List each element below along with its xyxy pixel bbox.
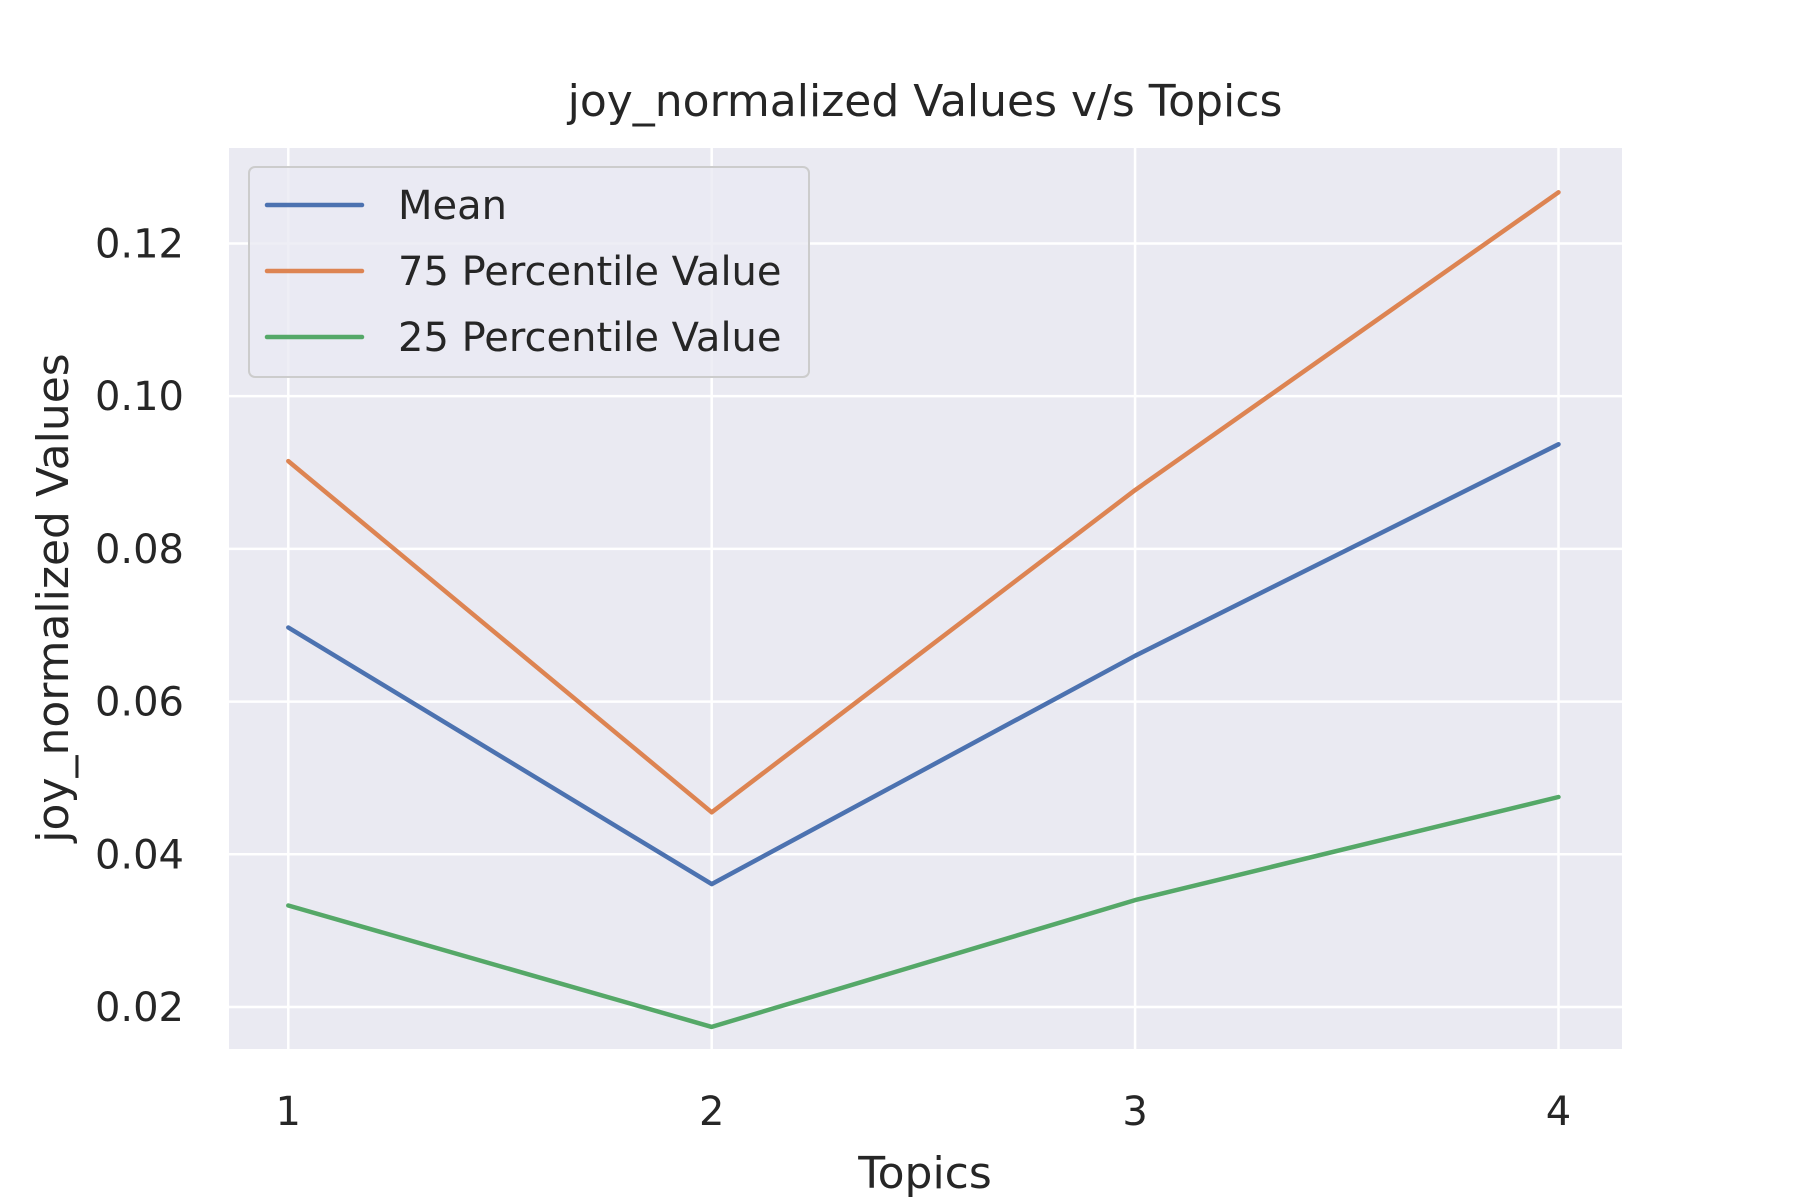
legend-label-75-percentile-value: 75 Percentile Value	[398, 249, 782, 295]
series-line-25-percentile-value	[286, 794, 1561, 1030]
series-line-mean	[286, 442, 1561, 887]
legend-box	[248, 166, 810, 378]
y-tick-label: 0.04	[95, 832, 184, 878]
x-tick-label: 3	[1122, 1089, 1147, 1135]
x-tick-labels: 1 2 3 4	[276, 1089, 1572, 1135]
y-tick-labels: 0.02 0.04 0.06 0.08 0.10 0.12	[95, 221, 184, 1031]
y-tick-label: 0.06	[95, 680, 184, 726]
y-tick-label: 0.12	[95, 221, 184, 267]
y-tick-label: 0.08	[95, 527, 184, 573]
y-axis-title: joy_normalized Values	[28, 353, 79, 843]
x-tick-label: 2	[699, 1089, 724, 1135]
x-tick-label: 1	[276, 1089, 301, 1135]
x-tick-label: 4	[1546, 1089, 1571, 1135]
y-tick-label: 0.10	[95, 374, 184, 420]
series-line-75-percentile-value	[286, 190, 1561, 815]
y-tick-label: 0.02	[95, 985, 184, 1031]
legend: Mean 75 Percentile Value 25 Percentile Val…	[248, 166, 810, 378]
legend-label-25-percentile-value: 25 Percentile Value	[398, 315, 782, 361]
series-lines	[286, 190, 1561, 1030]
chart-title: joy_normalized Values v/s Topics	[567, 76, 1283, 127]
legend-label-mean: Mean	[398, 183, 507, 229]
x-axis-title: Topics	[857, 1148, 992, 1199]
